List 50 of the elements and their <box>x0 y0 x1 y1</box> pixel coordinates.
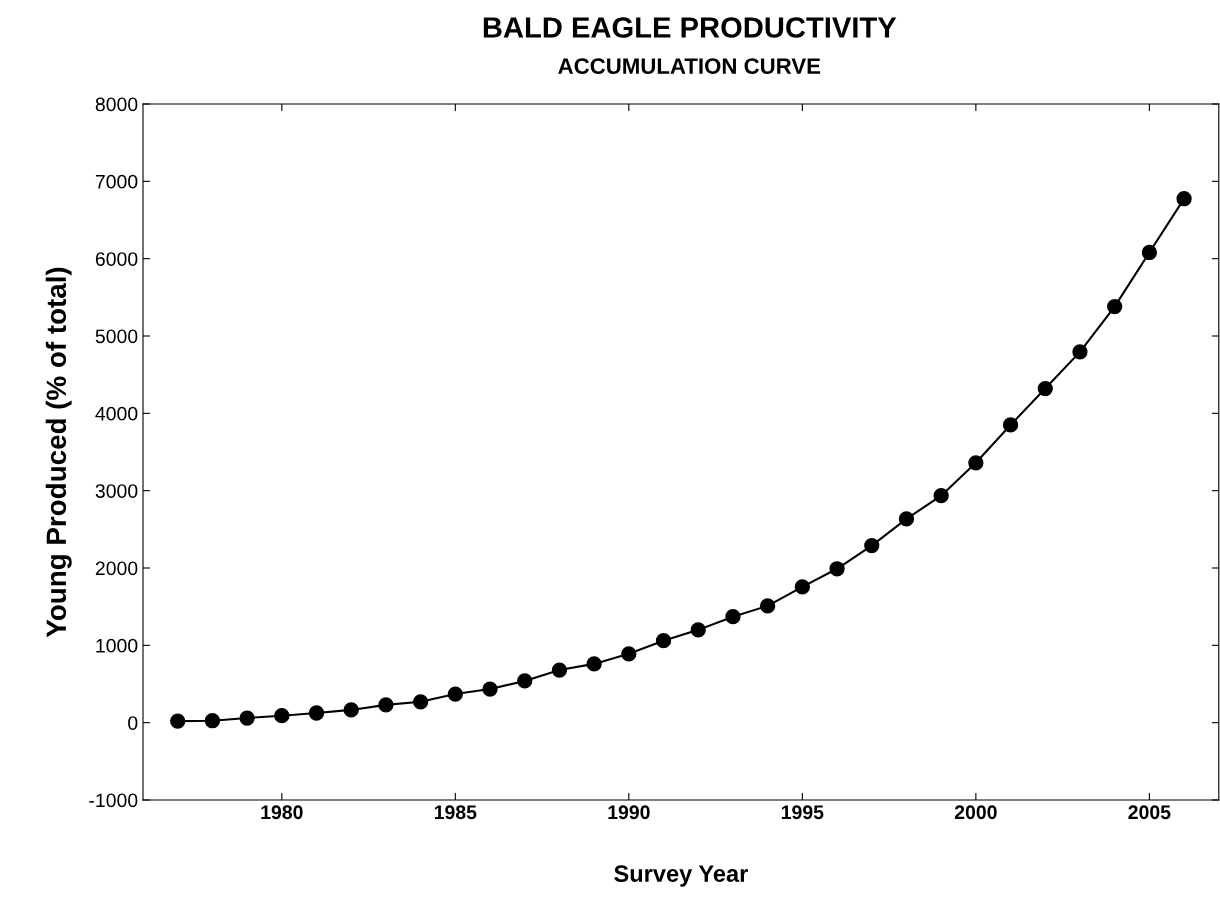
x-tick-label: 1995 <box>781 805 824 820</box>
point <box>690 622 706 638</box>
point <box>968 455 984 471</box>
point <box>378 697 394 713</box>
point <box>551 662 568 678</box>
y-tick-label: 0 <box>128 716 138 730</box>
point <box>1002 417 1019 433</box>
point <box>412 694 429 710</box>
y-tick-label: 2000 <box>95 561 138 576</box>
x-tick-label: 1985 <box>434 805 477 820</box>
y-tick-label: 7000 <box>95 174 138 189</box>
point <box>864 537 880 554</box>
point <box>933 488 949 504</box>
x-tick-label: 2000 <box>954 805 997 820</box>
point <box>829 561 845 577</box>
point <box>482 681 498 697</box>
chart-title: BALD EAGLE PRODUCTIVITY <box>483 17 897 38</box>
point <box>621 646 637 662</box>
x-tick-label: 1990 <box>608 805 650 820</box>
point <box>794 579 810 595</box>
point <box>1107 298 1123 315</box>
x-tick-label: 2005 <box>1128 805 1171 820</box>
point <box>760 598 776 614</box>
point <box>204 713 221 729</box>
y-tick-label: 5000 <box>95 329 138 344</box>
point <box>1176 191 1192 207</box>
x-tick-label: 1980 <box>261 805 303 820</box>
point <box>447 686 463 702</box>
y-tick-label: 1000 <box>96 638 138 653</box>
y-tick-label: 3000 <box>95 484 138 498</box>
point <box>343 702 359 718</box>
y-tick-label: -1000 <box>89 793 138 808</box>
y-tick-label: 6000 <box>95 252 138 266</box>
y-tick-label: 4000 <box>95 406 138 421</box>
point <box>1141 244 1158 261</box>
x-axis-title: Survey Year <box>614 865 748 887</box>
point <box>1037 380 1053 397</box>
point <box>586 656 602 672</box>
point <box>655 633 672 649</box>
point <box>898 511 915 527</box>
point <box>274 708 290 724</box>
chart-subtitle: ACCUMULATION CURVE <box>558 58 821 74</box>
point <box>725 609 741 625</box>
y-tick-label: 8000 <box>95 97 138 112</box>
point <box>1072 344 1088 360</box>
point <box>170 713 186 729</box>
point <box>517 673 533 689</box>
y-axis-title: Young Produced (% of total) <box>45 267 72 638</box>
point <box>308 705 325 721</box>
point <box>239 710 255 726</box>
